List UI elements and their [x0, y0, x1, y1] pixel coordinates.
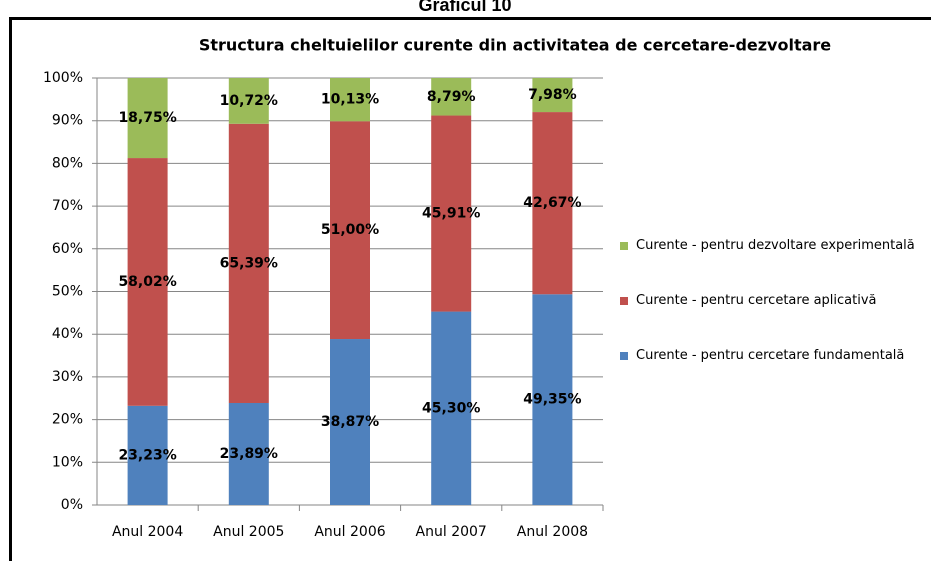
legend-label: Curente - pentru cercetare aplicativă	[636, 293, 877, 308]
x-tick-label: Anul 2008	[517, 524, 588, 540]
data-label: 8,79%	[427, 89, 476, 105]
y-tick-label: 50%	[52, 284, 83, 300]
bar-segment	[330, 121, 370, 340]
data-label: 10,72%	[220, 93, 278, 109]
bar-segment	[127, 78, 168, 159]
legend-label: Curente - pentru cercetare fundamentală	[636, 348, 905, 363]
legend-swatch	[620, 352, 628, 360]
data-label: 23,23%	[118, 447, 176, 463]
bar-segment	[228, 402, 269, 505]
data-label: 45,91%	[422, 206, 480, 222]
data-label: 45,30%	[422, 400, 480, 416]
y-tick-label: 80%	[52, 155, 83, 171]
bar-segment	[431, 311, 472, 505]
y-tick-label: 100%	[43, 70, 83, 86]
data-label: 58,02%	[118, 274, 176, 290]
data-label: 49,35%	[523, 392, 581, 408]
bar-segment	[532, 78, 573, 113]
data-label: 18,75%	[118, 110, 176, 126]
y-tick-label: 40%	[52, 326, 83, 342]
bar-segment	[532, 294, 573, 505]
x-tick-label: Anul 2004	[112, 524, 183, 540]
bar-segment	[431, 78, 472, 116]
legend-swatch	[620, 297, 628, 305]
y-tick-label: 60%	[52, 241, 83, 257]
chart-title: Structura cheltuielilor curente din acti…	[199, 36, 831, 55]
x-tick-label: Anul 2005	[213, 524, 284, 540]
bar-segment	[330, 339, 370, 505]
y-tick-label: 0%	[61, 497, 83, 513]
legend-label: Curente - pentru dezvoltare experimental…	[636, 238, 915, 253]
frame-top	[9, 17, 931, 20]
frame-left	[9, 17, 12, 561]
data-label: 38,87%	[321, 414, 379, 430]
heading: Graficul 10	[418, 0, 511, 15]
y-tick-label: 70%	[52, 198, 83, 214]
legend-swatch	[620, 242, 628, 250]
data-label: 23,89%	[220, 446, 278, 462]
x-tick-label: Anul 2006	[314, 524, 385, 540]
bar-segment	[228, 78, 269, 124]
data-label: 10,13%	[321, 92, 379, 108]
y-tick-label: 30%	[52, 369, 83, 385]
y-tick-label: 20%	[52, 412, 83, 428]
data-label: 65,39%	[220, 255, 278, 271]
bar-segment	[127, 158, 168, 406]
bar-segment	[431, 115, 472, 312]
data-label: 51,00%	[321, 222, 379, 238]
data-label: 42,67%	[523, 195, 581, 211]
bar-segment	[330, 78, 370, 122]
bar-segment	[532, 112, 573, 295]
data-label: 7,98%	[528, 87, 577, 103]
bar-segment	[127, 405, 168, 505]
y-tick-label: 90%	[52, 113, 83, 129]
x-tick-label: Anul 2007	[416, 524, 487, 540]
y-tick-label: 10%	[52, 454, 83, 470]
bar-segment	[228, 123, 269, 403]
